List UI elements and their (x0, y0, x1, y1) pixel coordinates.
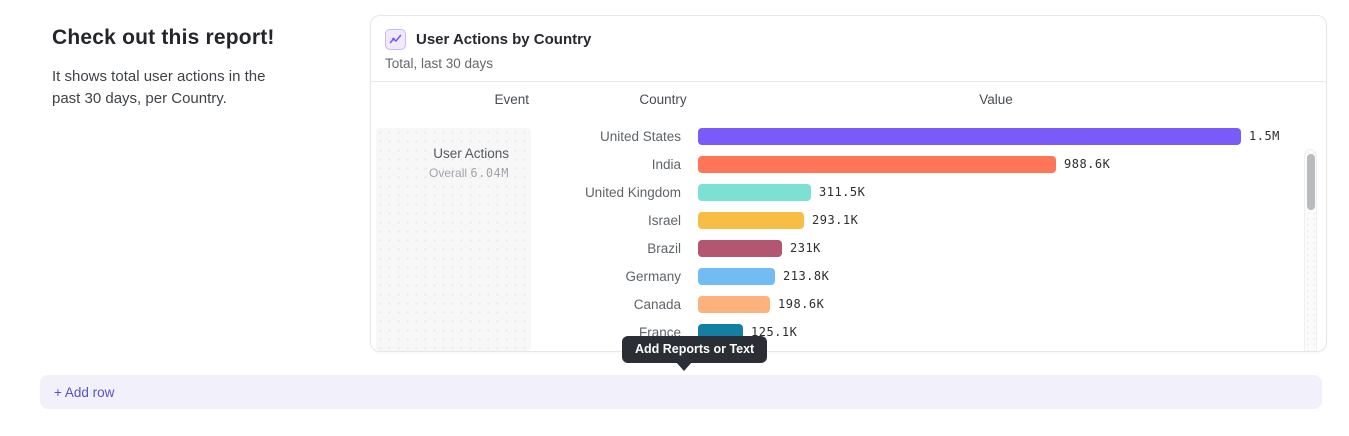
bar-israel[interactable] (698, 211, 804, 229)
add-row-label: + Add row (54, 384, 115, 400)
bar-wrap: 231K (698, 239, 1302, 257)
country-label: United States (599, 128, 681, 144)
bar-wrap: 988.6K (698, 155, 1302, 173)
bar-value-label: 988.6K (1064, 157, 1111, 171)
column-header-event: Event (494, 92, 529, 107)
chart-scrollbar-thumb[interactable] (1306, 154, 1315, 210)
bar-wrap: 311.5K (698, 183, 1302, 201)
country-label: Brazil (647, 240, 681, 256)
event-overall-value: 6.04M (470, 166, 509, 180)
bar-united-states[interactable] (698, 127, 1241, 145)
bar-wrap: 125.1K (698, 323, 1302, 341)
column-headers: Event Country Value (371, 82, 1326, 118)
bar-united-kingdom[interactable] (698, 183, 811, 201)
chart-row: France 125.1K (371, 318, 1302, 346)
bar-value-label: 213.8K (783, 269, 830, 283)
bar-india[interactable] (698, 155, 1056, 173)
bar-value-label: 1.5M (1249, 129, 1280, 143)
event-overall-label: Overall (429, 166, 468, 180)
tooltip-arrow (676, 362, 692, 371)
country-label: United Kingdom (584, 184, 681, 200)
page-title: Check out this report! (52, 26, 275, 49)
chart-row: Canada 198.6K (371, 290, 1302, 318)
report-subtitle: Total, last 30 days (385, 56, 494, 71)
bar-wrap: 293.1K (698, 211, 1302, 229)
chart-row: Israel 293.1K (371, 206, 1302, 234)
bar-canada[interactable] (698, 295, 770, 313)
report-title: User Actions by Country (416, 31, 592, 48)
add-reports-tooltip: Add Reports or Text (622, 336, 768, 371)
event-box[interactable]: User Actions Overall 6.04M (376, 128, 531, 351)
chart-row: Germany 213.8K (371, 262, 1302, 290)
add-row-button[interactable]: + Add row (40, 375, 1322, 409)
chart-row: United Kingdom 311.5K (371, 178, 1302, 206)
report-card-header: User Actions by Country Total, last 30 d… (371, 16, 1326, 82)
chart-scrollbar[interactable] (1304, 149, 1317, 351)
country-label: France (638, 324, 681, 340)
bar-value-label: 231K (790, 241, 821, 255)
country-label: India (651, 156, 681, 172)
country-label: Canada (633, 296, 681, 312)
event-name: User Actions (433, 146, 509, 161)
chart-area: Event Country Value User Actions Overall… (371, 82, 1326, 351)
country-label: Israel (647, 212, 681, 228)
bar-brazil[interactable] (698, 239, 782, 257)
bar-value-label: 293.1K (812, 213, 859, 227)
chart-row: India 988.6K (371, 150, 1302, 178)
bar-wrap: 213.8K (698, 267, 1302, 285)
bar-chart-rows: United States 1.5M India 988.6K United Kingd… (371, 122, 1302, 346)
country-label: Germany (625, 268, 681, 284)
column-header-country: Country (639, 92, 687, 107)
bar-wrap: 1.5M (698, 127, 1302, 145)
event-overall: Overall 6.04M (376, 166, 509, 180)
bar-value-label: 198.6K (778, 297, 825, 311)
line-chart-icon (385, 29, 406, 50)
bar-wrap: 198.6K (698, 295, 1302, 313)
chart-row: United States 1.5M (371, 122, 1302, 150)
report-card[interactable]: User Actions by Country Total, last 30 d… (370, 15, 1327, 352)
column-header-value: Value (979, 92, 1013, 107)
intro-text-block[interactable]: Check out this report! It shows total us… (52, 26, 312, 110)
page-description: It shows total user actions in the past … (52, 68, 266, 107)
bar-value-label: 125.1K (751, 325, 798, 339)
bar-germany[interactable] (698, 267, 775, 285)
bar-value-label: 311.5K (819, 185, 866, 199)
tooltip-text: Add Reports or Text (635, 342, 755, 356)
chart-row: Brazil 231K (371, 234, 1302, 262)
